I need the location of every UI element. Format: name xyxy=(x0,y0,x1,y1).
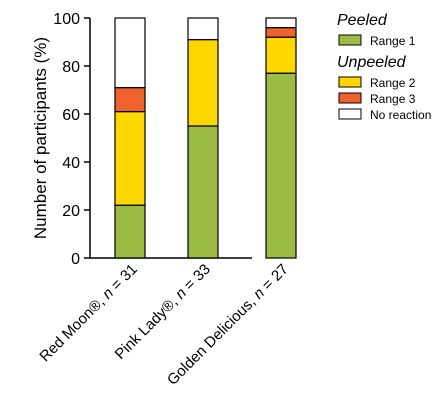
bar-segment xyxy=(265,72,297,259)
bar-segment xyxy=(187,125,219,259)
category-n-value: = 31 xyxy=(105,261,141,297)
y-tick-label: 60 xyxy=(62,107,80,124)
bar-segment xyxy=(114,110,146,206)
bar-segment xyxy=(114,204,146,259)
legend-swatch xyxy=(338,108,362,120)
bar-stack xyxy=(114,17,146,259)
y-tick-label: 100 xyxy=(53,11,80,28)
legend-item-label: Range 1 xyxy=(370,34,416,48)
y-tick-label: 80 xyxy=(62,59,80,76)
bars xyxy=(114,17,297,259)
bar-segment xyxy=(114,17,146,89)
y-ticks: 0 20 40 60 80 100 xyxy=(53,11,90,268)
legend-item-label: Range 3 xyxy=(370,92,416,106)
category-n-value: = 33 xyxy=(178,261,214,297)
y-axis-label: Number of participants (%) xyxy=(31,37,50,239)
bar-segment xyxy=(265,36,297,74)
y-tick-label: 0 xyxy=(71,251,80,268)
y-tick-label: 20 xyxy=(62,203,80,220)
bar-segment xyxy=(187,38,219,127)
axes xyxy=(89,18,252,259)
category-name: Pink Lady®, xyxy=(112,291,184,363)
legend-swatch xyxy=(338,92,362,104)
legend-swatch xyxy=(338,34,362,46)
bar-segment xyxy=(114,86,146,113)
bar-stack xyxy=(187,17,219,259)
legend: Peeled Range 1 Unpeeled Range 2 Range 3 No re… xyxy=(337,12,431,122)
legend-heading: Peeled xyxy=(337,12,388,29)
bar-segment xyxy=(187,17,219,41)
bar-segment xyxy=(265,17,297,29)
bar-segment xyxy=(265,27,297,38)
category-n-value: = 27 xyxy=(256,261,292,297)
legend-swatch xyxy=(338,76,362,88)
legend-heading: Unpeeled xyxy=(337,54,407,71)
legend-item-label: No reaction xyxy=(370,108,431,122)
y-tick-label: 40 xyxy=(62,155,80,172)
legend-item-label: Range 2 xyxy=(370,76,416,90)
category-name: Red Moon®, xyxy=(36,291,111,366)
bar-stack xyxy=(265,17,297,259)
